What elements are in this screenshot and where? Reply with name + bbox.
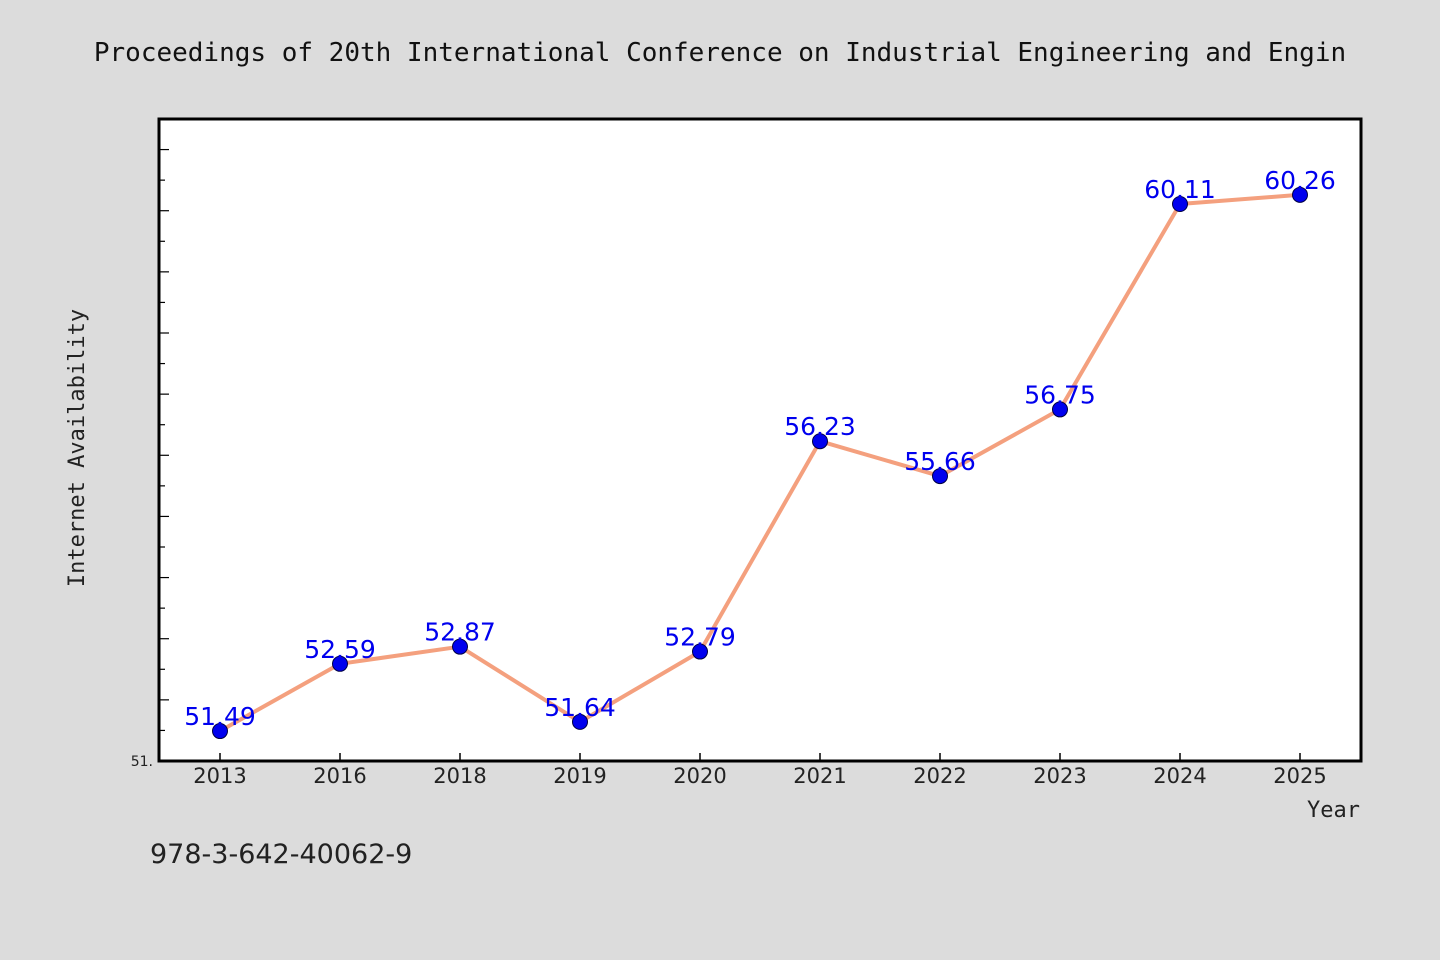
data-point-2020 <box>692 643 708 660</box>
data-point-2019 <box>572 713 588 730</box>
data-point-2016 <box>332 655 348 672</box>
chart-title: Proceedings of 20th International Confer… <box>94 38 1346 68</box>
data-label-2025: 60.26 <box>1264 166 1336 195</box>
data-label-2022: 55.66 <box>904 447 976 476</box>
data-label-2016: 52.59 <box>304 635 376 664</box>
data-point-2022 <box>932 468 948 485</box>
x-tick-label-2023: 2023 <box>1033 764 1086 788</box>
x-tick-label-2018: 2018 <box>433 764 486 788</box>
data-point-2024 <box>1172 195 1188 212</box>
data-label-2018: 52.87 <box>424 618 496 647</box>
x-tick-label-2019: 2019 <box>553 764 606 788</box>
y-axis-ticks <box>159 148 169 762</box>
x-tick-label-2022: 2022 <box>913 764 966 788</box>
data-label-2023: 56.75 <box>1024 380 1096 409</box>
x-axis-label: Year <box>1307 798 1360 823</box>
x-tick-label-2013: 2013 <box>193 764 246 788</box>
y-axis-label: Internet Availability <box>65 309 90 587</box>
data-label-2021: 56.23 <box>784 412 856 441</box>
x-tick-label-2020: 2020 <box>673 764 726 788</box>
data-label-2024: 60.11 <box>1144 175 1216 204</box>
data-label-2013: 51.49 <box>184 702 256 731</box>
y-tick-label-min: 51. <box>131 754 153 770</box>
x-tick-label-2024: 2024 <box>1153 764 1206 788</box>
plot-area <box>157 117 1363 763</box>
x-tick-label-2016: 2016 <box>313 764 366 788</box>
data-point-2025 <box>1292 186 1308 203</box>
x-tick-label-2025: 2025 <box>1273 764 1326 788</box>
series-line <box>218 192 1302 733</box>
data-point-2021 <box>812 433 828 450</box>
x-axis-ticks: 2013 2016 2018 2019 2020 2021 2022 2023 2024 2025 <box>193 753 1327 788</box>
data-point-2018 <box>452 638 468 655</box>
x-tick-label-2021: 2021 <box>793 764 846 788</box>
data-point-2013 <box>212 723 228 740</box>
series-layer: 51.49 52.59 52.87 51.64 52.79 56.23 55.66 56.75… <box>184 166 1336 740</box>
data-label-2020: 52.79 <box>664 623 736 652</box>
data-point-2023 <box>1052 401 1068 418</box>
data-label-2019: 51.64 <box>544 693 616 722</box>
